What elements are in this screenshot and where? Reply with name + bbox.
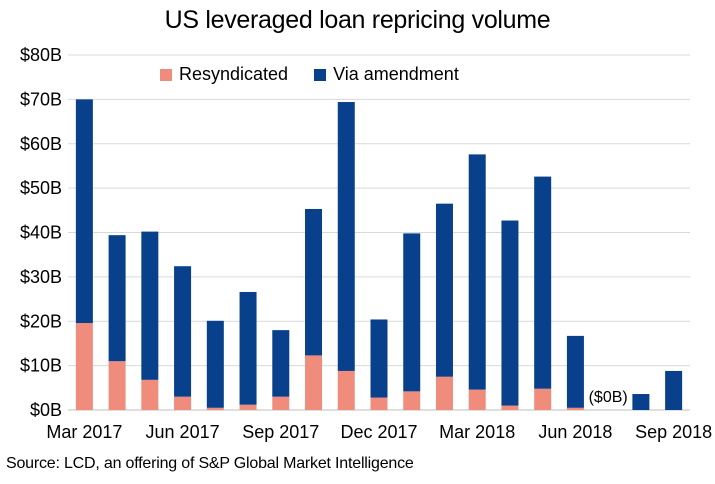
- bar-resyndicated: [468, 389, 486, 410]
- y-tick-label: $10B: [20, 356, 62, 376]
- legend-label-via-amendment: Via amendment: [333, 64, 459, 84]
- x-tick-label: Mar 2018: [439, 422, 515, 442]
- bar-via-amendment: [239, 291, 257, 405]
- y-tick-label: $30B: [20, 267, 62, 287]
- legend-swatch-resyndicated: [160, 68, 172, 81]
- legend-item-resyndicated: Resyndicated: [160, 64, 288, 85]
- bar-resyndicated: [108, 361, 126, 410]
- data-label: ($0B): [589, 389, 628, 406]
- bar-resyndicated: [174, 396, 192, 410]
- bar-resyndicated: [337, 370, 355, 410]
- chart-title: US leveraged loan repricing volume: [164, 6, 551, 34]
- x-tick-label: Jun 2018: [538, 422, 612, 442]
- bar-resyndicated: [272, 396, 290, 410]
- bar-via-amendment: [501, 220, 519, 406]
- bar-via-amendment: [468, 154, 486, 390]
- x-tick-label: Jun 2017: [146, 422, 220, 442]
- legend-swatch-via-amendment: [314, 68, 327, 81]
- bar-via-amendment: [435, 203, 453, 377]
- legend: Resyndicated Via amendment: [160, 64, 459, 85]
- bar-via-amendment: [337, 102, 355, 371]
- bar-via-amendment: [174, 266, 192, 397]
- x-tick-label: Mar 2017: [46, 422, 122, 442]
- y-tick-label: $0B: [30, 400, 62, 420]
- bar-resyndicated: [534, 388, 552, 410]
- bar-via-amendment: [566, 335, 584, 408]
- bar-resyndicated: [305, 355, 323, 410]
- bar-resyndicated: [206, 407, 224, 410]
- source-note: Source: LCD, an offering of S&P Global M…: [6, 455, 414, 472]
- bar-resyndicated: [501, 405, 519, 410]
- y-tick-label: $80B: [20, 45, 62, 65]
- bar-via-amendment: [632, 394, 650, 410]
- y-tick-label: $50B: [20, 178, 62, 198]
- bar-via-amendment: [75, 99, 93, 324]
- bar-via-amendment: [534, 176, 552, 389]
- bar-via-amendment: [272, 330, 290, 397]
- bar-via-amendment: [108, 235, 126, 362]
- bar-resyndicated: [75, 323, 93, 410]
- y-tick-label: $20B: [20, 311, 62, 331]
- y-tick-label: $40B: [20, 223, 62, 243]
- x-tick-label: Sep 2018: [635, 422, 712, 442]
- bar-resyndicated: [435, 376, 453, 410]
- legend-item-via-amendment: Via amendment: [314, 64, 459, 85]
- bar-via-amendment: [141, 231, 159, 380]
- bar-resyndicated: [239, 404, 257, 410]
- bar-resyndicated: [403, 391, 421, 410]
- bar-resyndicated: [370, 397, 388, 410]
- bar-via-amendment: [206, 320, 224, 408]
- y-tick-label: $60B: [20, 134, 62, 154]
- x-tick-label: Sep 2017: [242, 422, 319, 442]
- bar-via-amendment: [665, 370, 683, 410]
- y-tick-label: $70B: [20, 89, 62, 109]
- bar-via-amendment: [403, 233, 421, 392]
- bar-via-amendment: [370, 319, 388, 398]
- bar-via-amendment: [305, 208, 323, 356]
- legend-label-resyndicated: Resyndicated: [179, 64, 289, 84]
- bar-resyndicated: [566, 407, 584, 410]
- x-tick-label: Dec 2017: [340, 422, 417, 442]
- bar-resyndicated: [141, 379, 159, 410]
